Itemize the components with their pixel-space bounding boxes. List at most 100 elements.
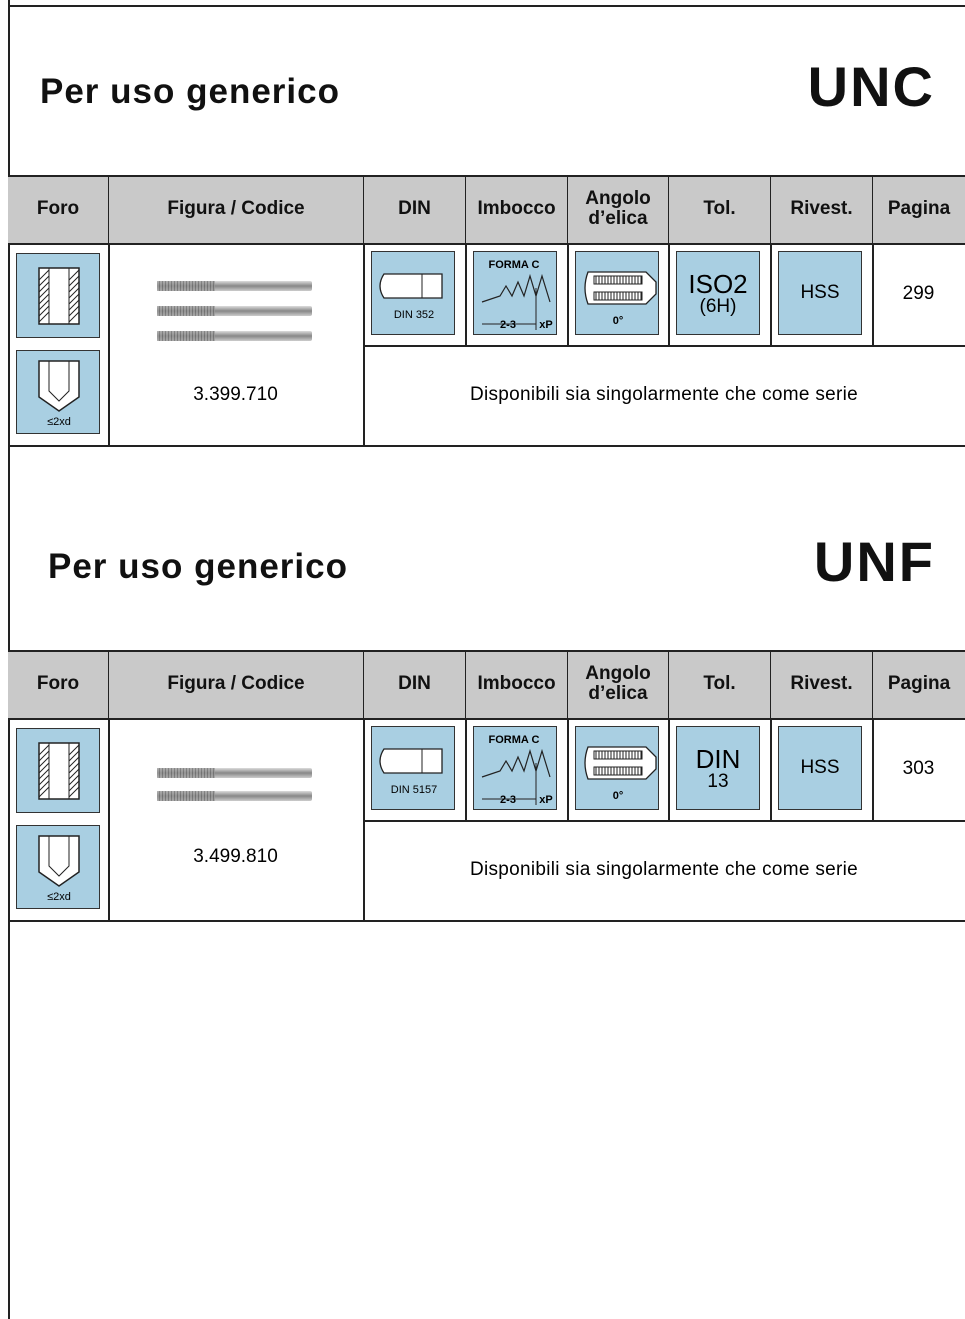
hatch bbox=[38, 293, 50, 305]
hatch bbox=[68, 299, 80, 311]
column-header: Tol. bbox=[668, 175, 770, 243]
rule bbox=[8, 5, 965, 7]
rule bbox=[8, 445, 965, 447]
column-header: Pagina bbox=[872, 650, 965, 718]
hatch bbox=[38, 269, 50, 281]
rule bbox=[872, 243, 874, 345]
icon: ≤2xd bbox=[38, 835, 80, 903]
product-code: 3.399.710 bbox=[193, 384, 278, 405]
rule bbox=[770, 718, 772, 820]
foro-blind-icon: ≤2xd bbox=[16, 825, 100, 909]
imbocco-factor: xP bbox=[539, 319, 552, 331]
tap-image bbox=[157, 791, 312, 801]
hatch bbox=[68, 780, 80, 792]
hatch bbox=[68, 774, 80, 786]
tap-image bbox=[157, 331, 312, 341]
tap-thread bbox=[157, 306, 215, 316]
coating: HSS bbox=[778, 726, 862, 810]
flute bbox=[593, 750, 643, 760]
rule bbox=[363, 243, 365, 445]
angle-icon: 0° bbox=[575, 251, 659, 335]
icon: FORMA C 2-3 xP bbox=[481, 259, 553, 331]
blind-hole bbox=[38, 835, 80, 887]
foro-through-icon bbox=[16, 728, 100, 813]
column-header: DIN bbox=[363, 175, 465, 243]
hatch bbox=[68, 768, 80, 780]
icon bbox=[38, 267, 80, 325]
column-header: Figura / Codice bbox=[108, 650, 363, 718]
hatch bbox=[38, 774, 50, 786]
icon: ≤2xd bbox=[38, 360, 80, 428]
page-number: 303 bbox=[902, 758, 935, 779]
tolerance-main: ISO2 bbox=[688, 268, 748, 299]
hatch bbox=[68, 275, 80, 287]
coating: HSS bbox=[778, 251, 862, 335]
rule bbox=[108, 243, 110, 445]
column-header: Angolo d’elica bbox=[567, 650, 668, 718]
rule bbox=[363, 718, 365, 920]
hatch bbox=[38, 305, 50, 317]
icon: 0° bbox=[584, 271, 657, 327]
tap-thread bbox=[157, 768, 215, 778]
imbocco-label: FORMA C bbox=[489, 734, 540, 746]
hatch bbox=[38, 762, 50, 774]
icon: FORMA C 2-3 xP bbox=[481, 734, 553, 806]
hatch bbox=[38, 744, 50, 756]
thread-type: UNC bbox=[807, 55, 935, 118]
icon bbox=[38, 742, 80, 800]
column-header: Angolo d’elica bbox=[567, 175, 668, 243]
foro-through-icon bbox=[16, 253, 100, 338]
rule bbox=[8, 718, 965, 720]
tolerance-sub: 13 bbox=[707, 770, 729, 792]
hatch bbox=[38, 768, 50, 780]
thread-profile bbox=[481, 748, 551, 778]
hatch bbox=[38, 299, 50, 311]
column-header: Rivest. bbox=[770, 175, 872, 243]
rule bbox=[465, 243, 467, 345]
bore bbox=[48, 836, 70, 877]
angle-label: 0° bbox=[613, 790, 624, 802]
din-label: DIN 5157 bbox=[391, 784, 437, 796]
tap-thread bbox=[157, 791, 215, 801]
hatch bbox=[68, 750, 80, 762]
tap-image bbox=[157, 281, 312, 291]
column-header: Figura / Codice bbox=[108, 175, 363, 243]
flute bbox=[593, 766, 643, 776]
column-header: Pagina bbox=[872, 175, 965, 243]
icon: DIN 352 bbox=[379, 273, 443, 321]
rule bbox=[363, 345, 965, 347]
tap-thread bbox=[157, 281, 215, 291]
rule bbox=[8, 243, 965, 245]
rule bbox=[108, 718, 110, 920]
bore bbox=[48, 361, 70, 402]
foro-label: ≤2xd bbox=[47, 891, 71, 903]
column-header: Tol. bbox=[668, 650, 770, 718]
flute bbox=[593, 275, 643, 285]
hatch bbox=[68, 293, 80, 305]
imbocco-icon: FORMA C 2-3 xP bbox=[473, 726, 557, 810]
rule bbox=[872, 718, 874, 820]
column-header: Foro bbox=[8, 650, 108, 718]
thread-profile bbox=[481, 273, 551, 303]
availability-note: Disponibili sia singolarmente che come s… bbox=[469, 859, 859, 880]
hatch bbox=[68, 311, 80, 323]
section-title: Per uso generico bbox=[40, 72, 340, 111]
hatch bbox=[38, 275, 50, 287]
hatch bbox=[68, 762, 80, 774]
tolerance-icon: ISO2 (6H) bbox=[676, 251, 760, 335]
imbocco-range: 2-3 bbox=[500, 794, 516, 806]
column-header: DIN bbox=[363, 650, 465, 718]
icon: 0° bbox=[584, 746, 657, 802]
angle-icon: 0° bbox=[575, 726, 659, 810]
section-title: Per uso generico bbox=[48, 547, 348, 586]
icon: DIN 5157 bbox=[379, 748, 443, 796]
hatch bbox=[68, 287, 80, 299]
hatch bbox=[38, 756, 50, 768]
hatch bbox=[38, 311, 50, 323]
flute bbox=[593, 291, 643, 301]
hatch bbox=[68, 281, 80, 293]
rule bbox=[668, 243, 670, 345]
tap-outline bbox=[379, 273, 443, 299]
product-code: 3.499.810 bbox=[193, 846, 278, 867]
